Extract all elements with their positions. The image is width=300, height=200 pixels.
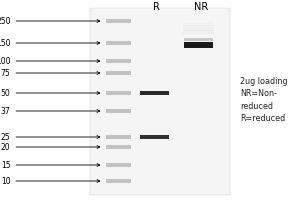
Bar <box>140 91 169 95</box>
Bar <box>183 20 214 22</box>
Bar <box>106 179 131 183</box>
Text: 15: 15 <box>1 160 100 170</box>
Bar <box>140 135 169 139</box>
Bar <box>106 59 131 63</box>
Bar <box>106 91 131 95</box>
Bar <box>183 27 214 29</box>
Bar <box>106 19 131 23</box>
Bar <box>90 8 230 195</box>
Text: 10: 10 <box>1 176 100 186</box>
Text: R: R <box>153 2 159 12</box>
Bar <box>106 109 131 113</box>
Bar <box>183 28 214 31</box>
Bar <box>184 38 213 41</box>
Bar <box>183 23 214 26</box>
Bar <box>106 145 131 149</box>
Bar <box>106 41 131 45</box>
Bar <box>184 42 213 48</box>
Bar <box>183 22 214 24</box>
Text: 75: 75 <box>1 68 100 77</box>
Text: NR: NR <box>194 2 208 12</box>
Bar <box>183 32 214 34</box>
Text: 20: 20 <box>1 142 100 152</box>
Text: 25: 25 <box>1 132 100 142</box>
Text: 37: 37 <box>1 106 100 116</box>
Text: 100: 100 <box>0 56 100 66</box>
Bar <box>183 25 214 27</box>
Text: 150: 150 <box>0 38 100 47</box>
Text: 2ug loading
NR=Non-
reduced
R=reduced: 2ug loading NR=Non- reduced R=reduced <box>240 77 287 123</box>
Bar <box>106 135 131 139</box>
Text: 250: 250 <box>0 17 100 25</box>
Bar <box>183 30 214 32</box>
Bar <box>106 71 131 75</box>
Text: 50: 50 <box>1 88 100 98</box>
Bar <box>106 163 131 167</box>
